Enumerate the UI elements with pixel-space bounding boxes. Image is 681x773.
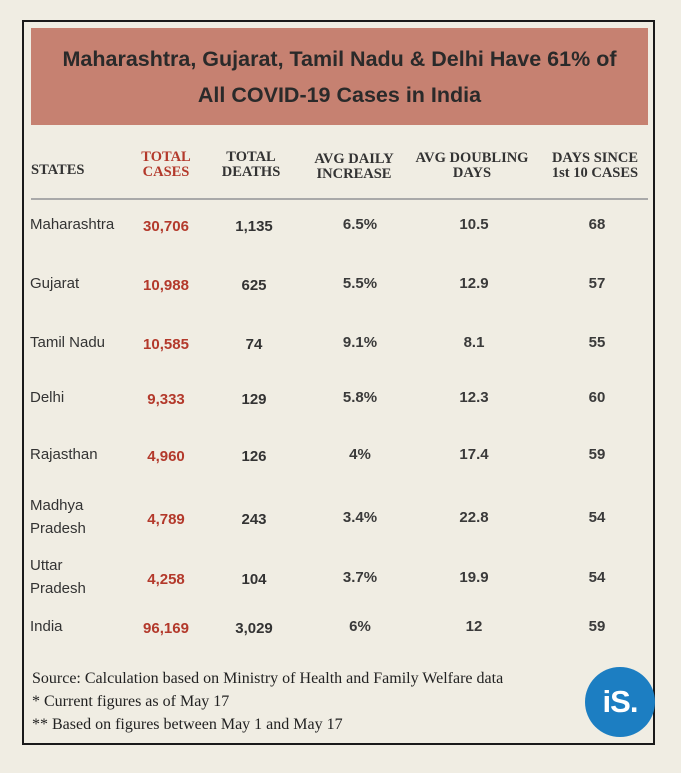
total-cases-value: 4,789 xyxy=(147,510,185,528)
avg-daily-increase-value: 6% xyxy=(349,617,371,635)
avg-daily-increase-value: 3.4% xyxy=(342,508,378,526)
header-states: STATES xyxy=(31,163,84,178)
total-cases-value: 10,988 xyxy=(143,276,189,294)
days-since-value: 54 xyxy=(588,568,606,586)
total-cases-value: 4,960 xyxy=(147,447,185,465)
avg-daily-increase-value: 6.5% xyxy=(342,215,378,233)
state-name: Delhi xyxy=(30,386,64,409)
title-banner: Maharashtra, Gujarat, Tamil Nadu & Delhi… xyxy=(31,28,648,125)
header-avg-daily-line1: AVG DAILY xyxy=(314,151,394,167)
header-total-deaths-line1: TOTAL xyxy=(226,149,276,165)
brand-logo: iS. xyxy=(585,667,655,737)
days-since-value: 59 xyxy=(588,445,606,463)
avg-doubling-days-value: 12.9 xyxy=(459,274,489,292)
header-total-cases-line2: CASES xyxy=(142,164,190,180)
infographic-frame: Maharashtra, Gujarat, Tamil Nadu & Delhi… xyxy=(22,20,655,745)
avg-doubling-days-value: 12.3 xyxy=(459,388,489,406)
total-deaths-value: 625 xyxy=(241,276,267,294)
title-line-1: Maharashtra, Gujarat, Tamil Nadu & Delhi… xyxy=(62,46,617,71)
header-days-since-line1: DAYS SINCE xyxy=(551,150,639,166)
state-name: Gujarat xyxy=(30,272,79,295)
avg-daily-increase-value: 9.1% xyxy=(342,333,378,351)
avg-doubling-days-value: 17.4 xyxy=(459,445,489,463)
state-name-line: Pradesh xyxy=(30,580,86,597)
state-name-line: Gujarat xyxy=(30,274,80,292)
state-name-line: Madhya xyxy=(30,497,84,514)
title-line-2: All COVID-19 Cases in India xyxy=(197,82,482,107)
state-name-line: Maharashtra xyxy=(30,215,115,233)
total-deaths-value: 1,135 xyxy=(235,217,273,235)
days-since-value: 68 xyxy=(588,215,606,233)
header-total-deaths-line2: DEATHS xyxy=(221,164,281,180)
total-deaths-value: 3,029 xyxy=(235,619,273,637)
header-avg-doubling-line1: AVG DOUBLING xyxy=(415,150,529,166)
header-avg-daily: AVG DAILY INCREASE xyxy=(304,152,404,182)
avg-daily-increase-value: 5.5% xyxy=(342,274,378,292)
total-cases-value: 96,169 xyxy=(143,619,189,637)
total-cases-value: 30,706 xyxy=(143,217,189,235)
total-cases-value: 4,258 xyxy=(147,570,185,588)
header-total-cases: TOTAL CASES xyxy=(136,150,196,180)
days-since-value: 59 xyxy=(588,617,606,635)
source-note: Source: Calculation based on Ministry of… xyxy=(32,670,504,687)
state-name: Rajasthan xyxy=(30,443,98,466)
header-avg-daily-line2: INCREASE xyxy=(316,166,392,182)
avg-doubling-days-value: 8.1 xyxy=(463,333,485,351)
days-since-value: 54 xyxy=(588,508,606,526)
header-avg-doubling-line2: DAYS xyxy=(452,165,492,181)
state-name: Maharashtra xyxy=(30,213,114,236)
avg-doubling-days-value: 12 xyxy=(465,617,483,635)
header-total-deaths: TOTAL DEATHS xyxy=(216,150,286,180)
avg-doubling-days-value: 22.8 xyxy=(459,508,489,526)
total-deaths-value: 126 xyxy=(241,447,267,465)
state-name-line: Tamil Nadu xyxy=(30,333,106,351)
footnote-based: ** Based on figures between May 1 and Ma… xyxy=(32,716,343,733)
header-states-label: STATES xyxy=(31,162,85,178)
footnote-current: * Current figures as of May 17 xyxy=(32,693,230,710)
state-name-line: Pradesh xyxy=(30,520,86,537)
state-name: Tamil Nadu xyxy=(30,331,105,354)
state-name-line: India xyxy=(30,617,63,635)
total-cases-value: 9,333 xyxy=(147,390,185,408)
total-deaths-value: 129 xyxy=(241,390,267,408)
total-deaths-value: 74 xyxy=(245,335,263,353)
total-deaths-value: 243 xyxy=(241,510,267,528)
state-name: Madhya Pradesh xyxy=(30,494,86,540)
days-since-value: 57 xyxy=(588,274,606,292)
brand-logo-text: iS. xyxy=(602,684,639,719)
avg-daily-increase-value: 4% xyxy=(349,445,371,463)
avg-doubling-days-value: 19.9 xyxy=(459,568,489,586)
avg-daily-increase-value: 5.8% xyxy=(342,388,378,406)
state-name-line: Uttar xyxy=(30,557,63,574)
avg-daily-increase-value: 3.7% xyxy=(342,568,378,586)
days-since-value: 60 xyxy=(588,388,606,406)
header-days-since: DAYS SINCE 1st 10 CASES xyxy=(544,151,646,181)
header-total-cases-line1: TOTAL xyxy=(141,149,191,165)
total-deaths-value: 104 xyxy=(241,570,267,588)
state-name: India xyxy=(30,615,63,638)
state-name-line: Delhi xyxy=(30,388,65,406)
state-name: Uttar Pradesh xyxy=(30,554,86,600)
header-divider xyxy=(31,198,648,200)
header-avg-doubling: AVG DOUBLING DAYS xyxy=(410,151,534,181)
state-name-line: Rajasthan xyxy=(30,445,98,463)
total-cases-value: 10,585 xyxy=(143,335,189,353)
days-since-value: 55 xyxy=(588,333,606,351)
avg-doubling-days-value: 10.5 xyxy=(459,215,489,233)
header-days-since-line2: 1st 10 CASES xyxy=(551,165,639,181)
